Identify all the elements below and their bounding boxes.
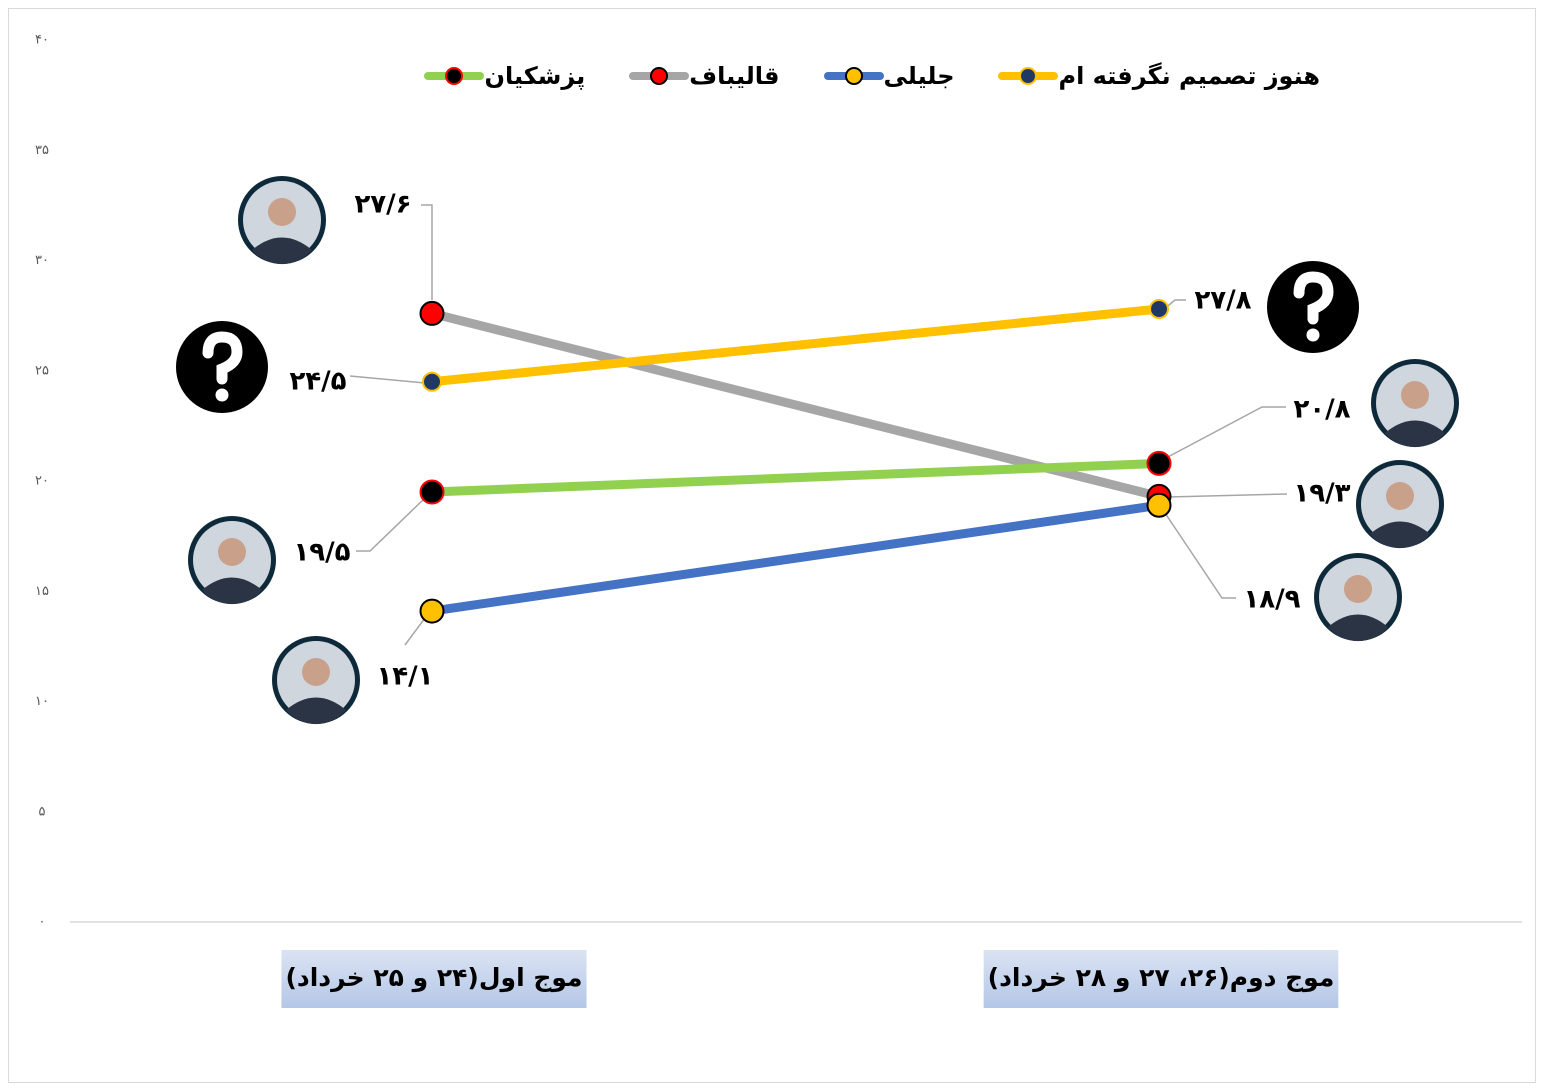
category-box [281, 950, 587, 1008]
photo-body [202, 577, 262, 605]
y-tick-label: ۳۵ [35, 143, 49, 158]
data-point [1149, 299, 1169, 320]
legend-marker [844, 67, 863, 85]
photo-head [268, 198, 296, 226]
leader-line [356, 497, 426, 552]
data-label: ۲۰/۸ [1293, 395, 1350, 425]
leader-line [1164, 512, 1236, 599]
data-label: ۲۴/۵ [289, 367, 346, 397]
y-tick-label: ۰ [39, 915, 46, 930]
leader-line [1167, 493, 1288, 498]
photo-body [252, 237, 312, 265]
photo-body [1385, 420, 1445, 448]
data-point [419, 300, 445, 326]
legend-item: قالیباف [629, 62, 780, 90]
data-point [422, 371, 442, 392]
data-point [419, 479, 445, 505]
photo-head [302, 658, 330, 686]
question-dot [215, 388, 229, 402]
legend-symbol [629, 67, 690, 85]
leader-line [421, 204, 433, 300]
question-icon [1267, 261, 1359, 353]
x-tick-label: موج اول(۲۴ و ۲۵ خرداد) [285, 963, 582, 993]
photo-body [1328, 614, 1388, 642]
question-mark [1293, 271, 1334, 325]
data-point [1146, 450, 1172, 476]
candidate-photo [272, 636, 360, 725]
legend-label: قالیباف [689, 62, 780, 90]
series-line [427, 500, 1164, 616]
legend-marker [445, 67, 464, 85]
data-label: ۱۸/۹ [1243, 585, 1300, 615]
data-label: ۱۹/۵ [293, 538, 350, 568]
photo-head [1386, 482, 1414, 510]
legend-marker [650, 67, 669, 85]
y-tick-label: ۱۰ [35, 694, 49, 709]
y-tick-label: ۵ [39, 804, 46, 819]
legend-label: پزشکیان [484, 62, 586, 90]
chart-frame [8, 8, 1536, 1083]
legend-item: پزشکیان [424, 62, 585, 90]
y-tick-label: ۲۰ [35, 474, 49, 489]
y-tick-label: ۳۰ [35, 253, 49, 268]
data-label: ۱۹/۳ [1293, 479, 1350, 509]
legend-marker [1019, 67, 1038, 85]
photo-head [218, 538, 246, 566]
data-label: ۱۴/۱ [376, 662, 433, 692]
candidate-photo [1356, 460, 1444, 549]
legend-label: جلیلی [883, 62, 955, 90]
data-point [419, 598, 445, 624]
data-label: ۲۷/۶ [354, 190, 411, 220]
legend-item: جلیلی [823, 62, 955, 90]
photo-body [286, 697, 346, 725]
leader-line [404, 617, 426, 646]
series-line [427, 458, 1164, 497]
legend-symbol [823, 67, 884, 85]
data-point [1146, 492, 1172, 518]
photo-head [1401, 381, 1429, 409]
candidate-photo [188, 516, 276, 605]
candidate-photo [238, 176, 326, 265]
y-tick-label: ۱۵ [35, 584, 49, 599]
candidate-photo [1371, 359, 1459, 448]
question-dot [1306, 328, 1320, 342]
photo-body [1370, 521, 1430, 549]
legend-label: هنوز تصمیم نگرفته ام [1058, 62, 1320, 90]
series-line [427, 304, 1164, 387]
legend: هنوز تصمیم نگرفته ام جلیلی قالیباف پزشکیان [380, 62, 1320, 90]
question-icon [176, 321, 268, 413]
legend-item: هنوز تصمیم نگرفته ام [998, 62, 1320, 90]
category-box [983, 950, 1339, 1008]
x-tick-label: موج دوم(۲۶، ۲۷ و ۲۸ خرداد) [988, 963, 1335, 993]
leader-line [349, 375, 426, 384]
photo-head [1344, 575, 1372, 603]
legend-symbol [424, 67, 485, 85]
y-tick-label: ۴۰ [35, 33, 49, 48]
y-tick-label: ۲۵ [35, 363, 49, 378]
legend-symbol [998, 67, 1059, 85]
leader-line [1165, 406, 1286, 459]
question-mark [202, 331, 243, 385]
candidate-photo [1314, 553, 1402, 642]
data-label: ۲۷/۸ [1194, 286, 1251, 316]
